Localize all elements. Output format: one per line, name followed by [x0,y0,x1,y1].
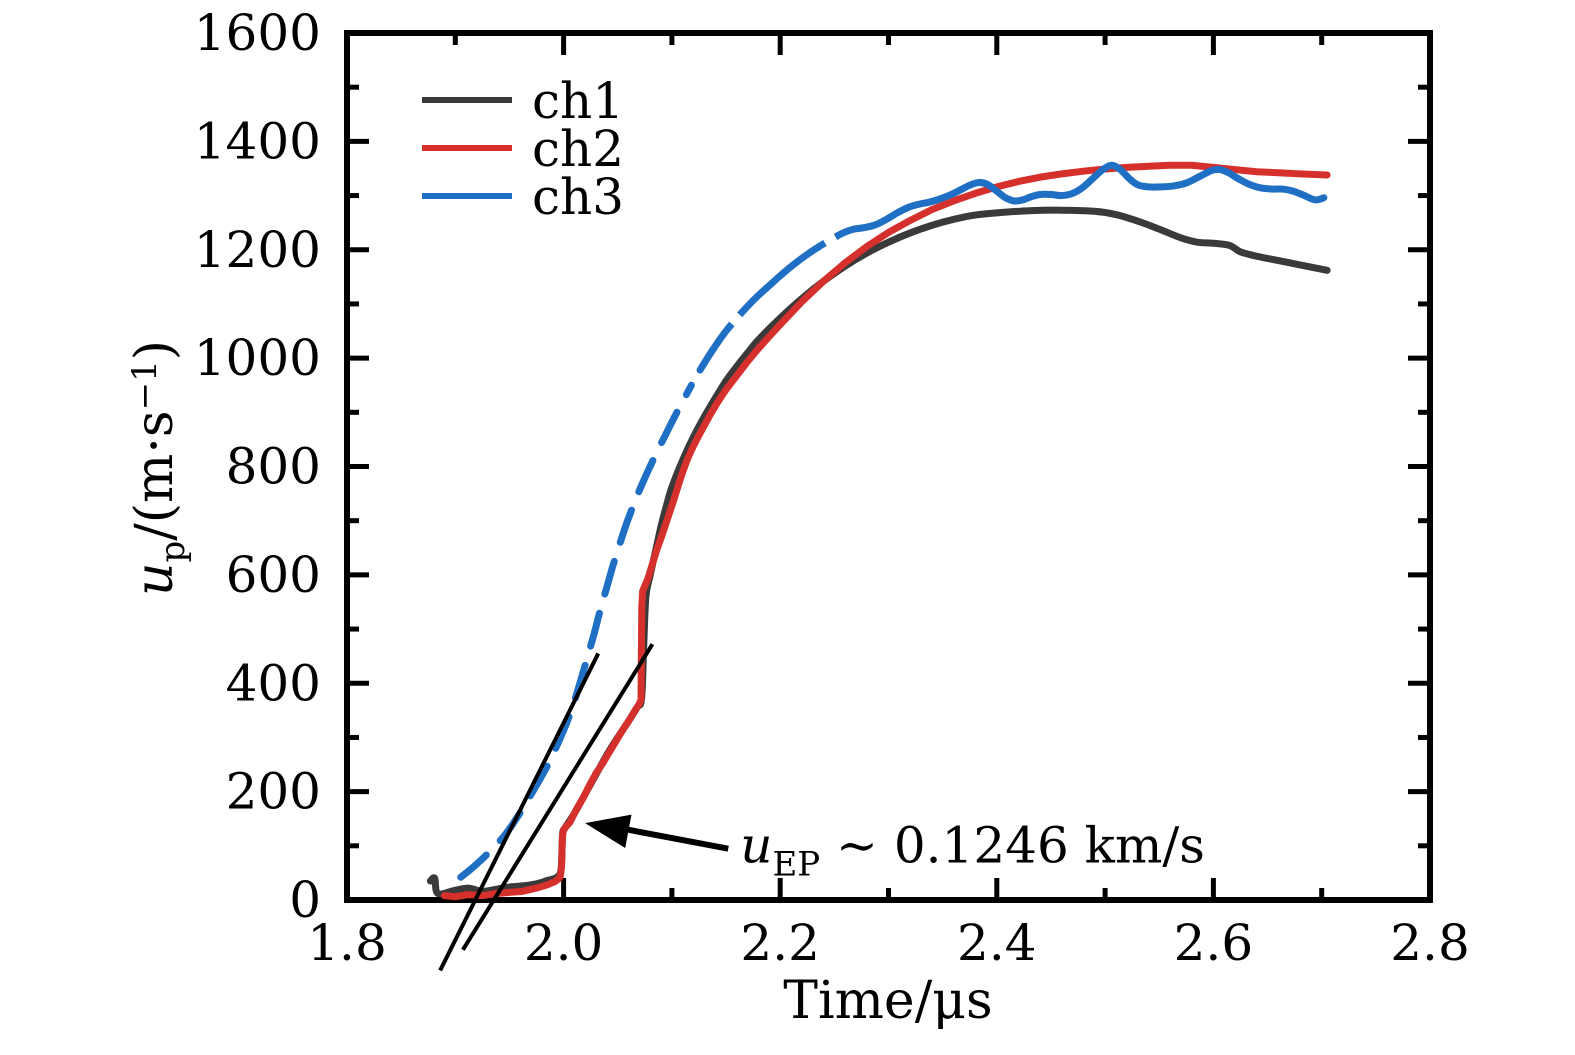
x-tick-label: 1.8 [307,914,387,972]
fit-line-shallow-tangent [461,643,655,951]
y-tick-label: 800 [226,438,321,496]
x-axis-title: Time/μs [783,971,992,1031]
series-line-ch1 [426,206,1331,898]
x-tick-label: 2.6 [1174,914,1254,972]
y-tick-labels: 0 200 400 600 800 1000 1200 1400 1600 [194,4,321,929]
svg-text:up/(m·s−1): up/(m·s−1) [125,340,193,596]
y-tick-label: 1200 [194,221,321,279]
fit-lines-group [438,643,655,972]
annotation-text: uEP ∼ 0.1246 km/s [740,817,1205,885]
y-axis-var: u [125,563,185,597]
legend-label-ch3: ch3 [532,168,624,226]
data-series-group [426,161,1331,901]
annotation-var: u [740,817,772,875]
y-axis-title: up/(m·s−1) [125,340,193,596]
plot-border [344,30,1433,903]
annotation-rest: ∼ 0.1246 km/s [820,817,1205,875]
y-tick-label: 400 [226,654,321,712]
fit-line-steep-tangent [438,652,601,972]
legend-item-ch1[interactable]: ch1 [422,72,624,130]
axes-frame [344,30,1433,903]
annotation-sub: EP [772,845,820,885]
legend-item-ch3[interactable]: ch3 [422,168,624,226]
x-tick-label: 2.2 [740,914,820,972]
series-line-ch2 [440,161,1331,901]
y-tick-label: 1600 [194,4,321,62]
y-tick-label: 1400 [194,112,321,170]
y-axis-sub: p [153,541,193,563]
legend-item-ch2[interactable]: ch2 [422,120,624,178]
x-tick-label: 2.0 [524,914,604,972]
series-line-ch3-solid [696,161,1328,374]
y-tick-label: 0 [289,871,321,929]
y-axis-sup: −1 [125,360,165,410]
axis-ticks [344,30,1433,903]
annotation-arrow-shaft [608,823,729,852]
series-dash-gaps-ch3 [696,216,889,373]
y-tick-label: 600 [226,546,321,604]
x-tick-labels: 1.8 2.0 2.2 2.4 2.6 2.8 [307,914,1470,972]
annotation-group: uEP ∼ 0.1246 km/s [585,814,1205,885]
y-tick-label: 200 [226,763,321,821]
legend-label-ch2: ch2 [532,120,624,178]
legend-label-ch1: ch1 [532,72,624,130]
annotation-arrow-head [585,814,632,849]
x-tick-label: 2.4 [957,914,1037,972]
y-tick-label: 1000 [194,329,321,387]
x-tick-label: 2.8 [1390,914,1470,972]
